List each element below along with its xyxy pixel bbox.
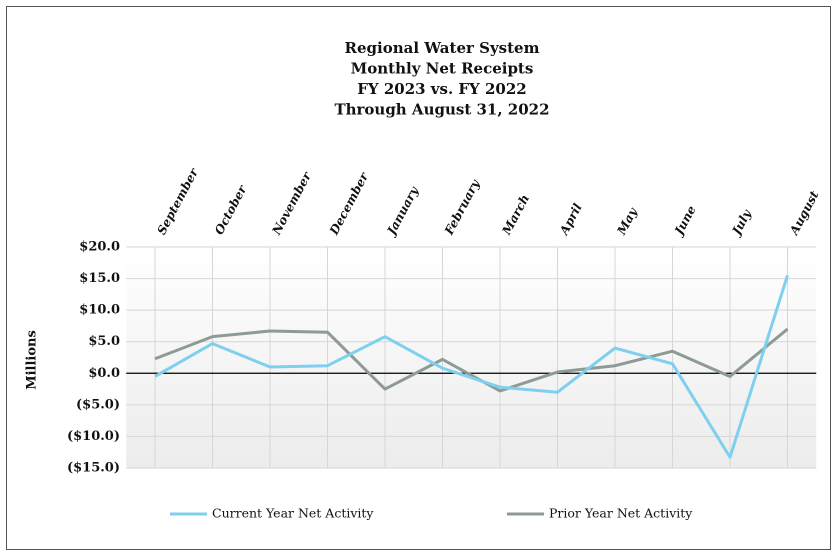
chart-title: Through August 31, 2022 bbox=[334, 101, 549, 119]
plot-area bbox=[126, 247, 817, 468]
y-tick-label: ($10.0) bbox=[67, 429, 120, 444]
y-tick-label: $10.0 bbox=[79, 303, 120, 318]
series-line bbox=[154, 327, 789, 393]
y-tick-label: $20.0 bbox=[79, 240, 120, 255]
chart-title: Regional Water System bbox=[345, 39, 540, 57]
y-tick-label: $5.0 bbox=[88, 334, 120, 349]
y-tick-label: $15.0 bbox=[79, 271, 120, 286]
legend-label: Current Year Net Activity bbox=[212, 506, 374, 521]
legend-label: Prior Year Net Activity bbox=[549, 506, 693, 521]
series-line bbox=[154, 274, 789, 459]
chart-title: FY 2023 vs. FY 2022 bbox=[357, 80, 526, 98]
y-tick-label: $0.0 bbox=[88, 366, 120, 381]
y-tick-label: ($15.0) bbox=[67, 461, 120, 476]
y-tick-label: ($5.0) bbox=[76, 397, 120, 412]
chart-title: Monthly Net Receipts bbox=[351, 60, 534, 78]
y-axis-label: Millions bbox=[25, 330, 40, 390]
